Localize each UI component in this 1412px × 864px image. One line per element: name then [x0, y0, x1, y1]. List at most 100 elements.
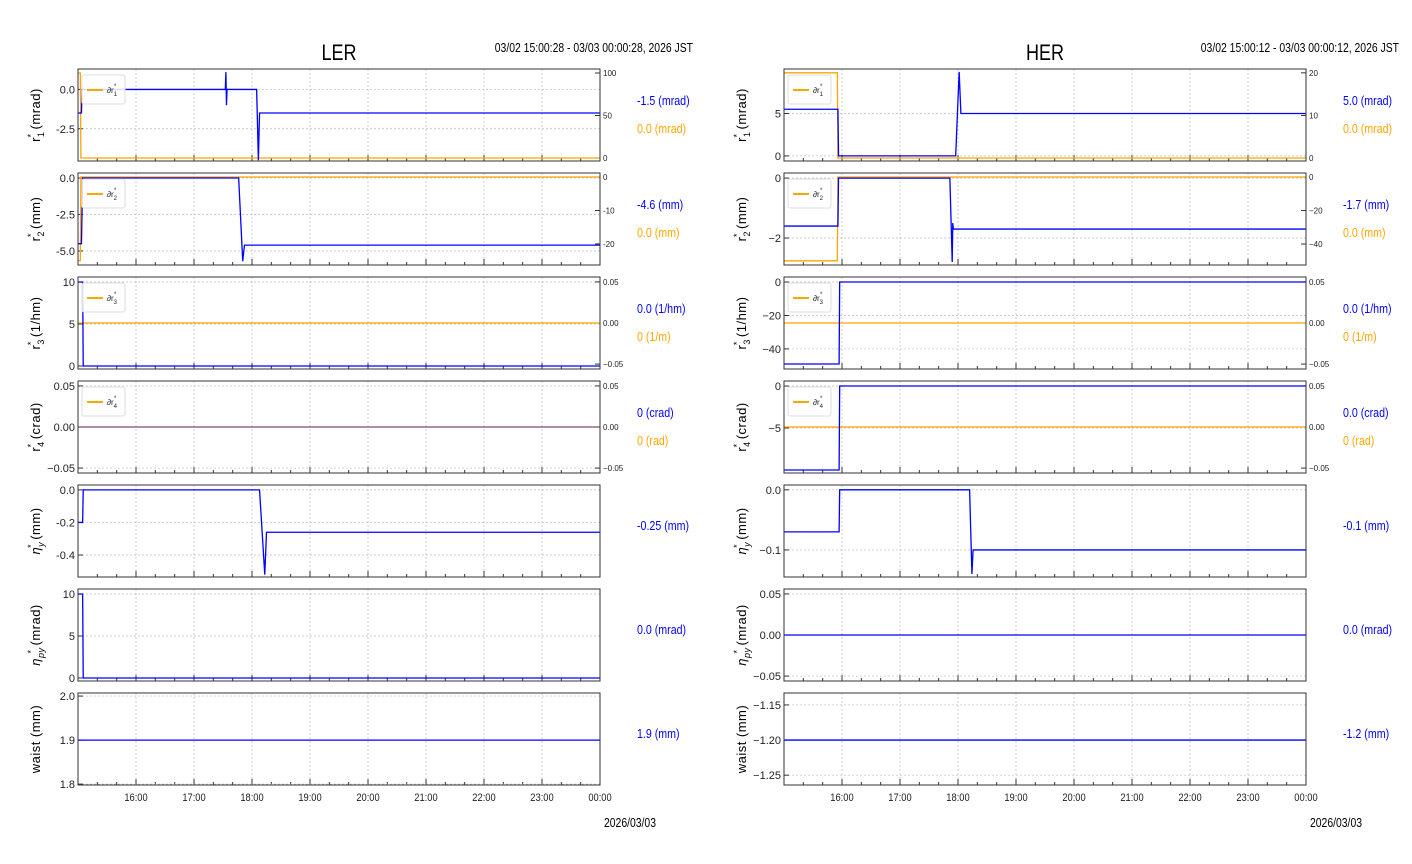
y-tick-label: 0.0: [766, 485, 781, 497]
y-label-unit: (mrad): [734, 604, 749, 645]
y-tick-label: −2: [768, 233, 781, 245]
y-tick-label: -2.5: [56, 209, 75, 221]
legend-box: [787, 178, 832, 209]
legend-base: ∂r: [813, 398, 820, 407]
x-tick-label: 20:00: [356, 792, 380, 804]
y2-tick-label: 100: [603, 69, 617, 78]
chart-title: HER: [1026, 41, 1064, 65]
legend-box: [81, 178, 126, 209]
sub-series-line: [78, 72, 600, 159]
plot-frame: [77, 484, 601, 578]
legend-base: ∂r: [107, 294, 114, 303]
y-label-sup: *: [732, 341, 742, 345]
x-tick-label: 21:00: [1120, 792, 1144, 804]
legend-label: ∂r1 *: [813, 84, 824, 98]
legend: ∂r1 *: [81, 74, 126, 105]
sub-series-line: [784, 72, 1306, 159]
y-label-base: η: [734, 658, 749, 666]
legend-base: ∂r: [107, 398, 114, 407]
y-label-sub: 3: [742, 339, 752, 345]
y-label-base: η: [734, 547, 749, 555]
plot-frame: [783, 380, 1307, 474]
legend-sub: 2: [114, 196, 118, 202]
y-tick-label: 0: [69, 361, 75, 373]
y-label-sup: *: [26, 650, 36, 654]
y-label-unit: (1/hm): [734, 297, 749, 338]
legend-base: ∂r: [107, 86, 114, 95]
y-label-sub: 4: [36, 441, 46, 447]
current-value-main: 0.0 (1/hm): [1343, 301, 1392, 316]
y-tick-label: −40: [762, 344, 781, 356]
legend: ∂r3 *: [81, 282, 126, 313]
subplot-5: 0.0 −0.1 ηy* (mm) -0.1 (mm): [732, 484, 1389, 578]
y-tick-label: -0.4: [56, 550, 75, 562]
x-tick-label: 18:00: [946, 792, 970, 804]
legend-sup: *: [114, 188, 117, 194]
sub-series-line: [784, 176, 1306, 262]
x-tick-label: 00:00: [588, 792, 612, 804]
y-label-unit: (mm): [734, 705, 749, 737]
main-series-line: [784, 281, 1306, 365]
current-value-main: -0.25 (mm): [637, 518, 689, 533]
y2-tick-label: 0: [603, 173, 608, 182]
y-tick-label: −0.05: [47, 463, 75, 475]
y-tick-label: 0.00: [54, 422, 75, 434]
y-label-sup: *: [732, 443, 742, 447]
y-label-base: r: [28, 236, 43, 241]
plot-frame: [783, 172, 1307, 266]
plot-frame: [77, 276, 601, 370]
y-tick-label: 0.0: [60, 84, 75, 96]
current-value-main: 0 (crad): [637, 405, 674, 420]
x-tick-label: 18:00: [240, 792, 264, 804]
y-label-sup: *: [26, 341, 36, 345]
legend-sub: 1: [114, 92, 118, 98]
legend: ∂r4 *: [81, 386, 126, 417]
legend-box: [81, 386, 126, 417]
y-tick-label: 5: [69, 631, 75, 643]
current-value-main: 0.0 (crad): [1343, 405, 1389, 420]
plot-frame: [783, 276, 1307, 370]
y-label-sup: *: [26, 233, 36, 237]
time-range-label: 03/02 15:00:12 - 03/03 00:00:12, 2026 JS…: [1201, 41, 1399, 55]
main-series-line: [78, 72, 600, 161]
y-label-sup: *: [26, 544, 36, 548]
y-tick-label: 10: [63, 589, 75, 601]
legend-label: ∂r4 *: [813, 396, 824, 410]
y-axis-label: r4* (crad): [732, 402, 752, 451]
plot-frame: [77, 68, 601, 162]
y-label-base: η: [28, 547, 43, 555]
plot-frame: [783, 692, 1307, 786]
y-tick-label: 0.0: [60, 485, 75, 497]
date-label: 2026/03/03: [604, 816, 656, 830]
current-value-main: 5.0 (mrad): [1343, 93, 1392, 108]
legend-sub: 3: [820, 300, 824, 306]
legend-sup: *: [114, 396, 117, 402]
main-series-line: [78, 177, 600, 262]
sub-series-line: [78, 176, 600, 262]
y2-tick-label: 0.05: [1309, 382, 1325, 391]
main-series-line: [784, 489, 1306, 575]
x-tick-label: 16:00: [124, 792, 148, 804]
main-series-line: [78, 593, 600, 679]
y-label-unit: (mm): [734, 507, 749, 539]
y-axis-label: r1* (mrad): [26, 88, 46, 142]
subplot-7: −1.15 −1.20 −1.25 waist (mm) -1.2 (mm): [734, 692, 1389, 786]
legend-base: ∂r: [107, 190, 114, 199]
subplot-4: 0−50.050.00−0.05∂r4*r4*(crad) 0.0 (crad)0…: [732, 380, 1389, 474]
legend-label: ∂r2 *: [107, 188, 118, 202]
y2-tick-label: 0.05: [603, 278, 619, 287]
y-axis-label: waist (mm): [734, 705, 749, 774]
legend-label: ∂r3 *: [813, 292, 824, 306]
x-tick-label: 23:00: [530, 792, 554, 804]
x-tick-label: 22:00: [472, 792, 496, 804]
subplot-2: 0.0-2.5-5.00-10-20∂r2*r2*(mm) -4.6 (mm)0.…: [26, 172, 683, 266]
y-label-unit: (1/hm): [28, 297, 43, 338]
subplot-2: 0−20−20−40∂r2*r2*(mm) -1.7 (mm)0.0 (mm): [732, 172, 1389, 266]
y2-tick-label: 0.00: [603, 423, 619, 432]
legend-box: [787, 386, 832, 417]
y-label-unit: (mrad): [734, 88, 749, 129]
y-tick-label: 10: [63, 277, 75, 289]
main-series-line: [784, 177, 1306, 263]
current-value-sub: 0.0 (mm): [637, 225, 680, 240]
